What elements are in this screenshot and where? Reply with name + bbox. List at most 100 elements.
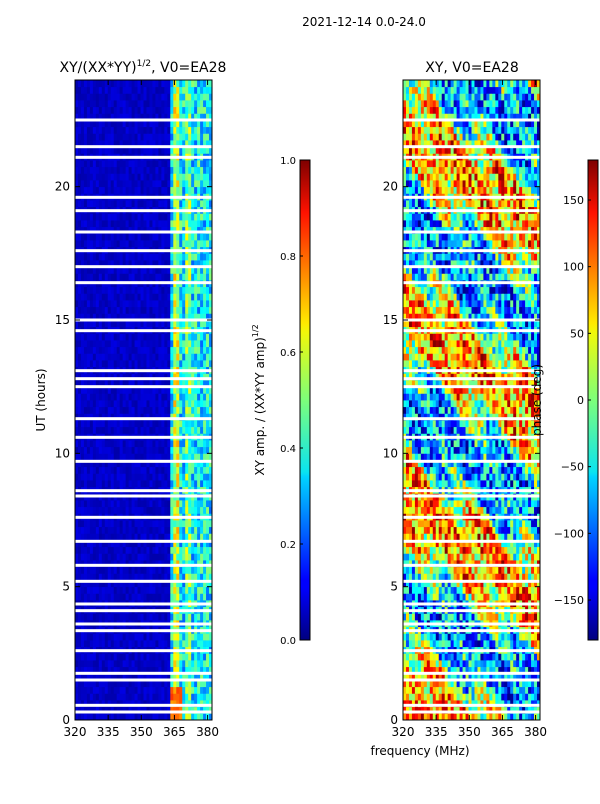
heatmap-cell [197, 407, 200, 414]
heatmap-cell [84, 687, 87, 694]
heatmap-cell [102, 453, 105, 460]
heatmap-cell [126, 340, 129, 347]
heatmap-cell [117, 587, 120, 594]
heatmap-cell [170, 393, 173, 400]
heatmap-cell [149, 233, 152, 240]
heatmap-cell [117, 353, 120, 360]
heatmap-cell [155, 447, 158, 454]
heatmap-cell [114, 440, 117, 447]
heatmap-cell [111, 287, 114, 294]
heatmap-cell [451, 653, 454, 660]
heatmap-cell [99, 593, 102, 600]
heatmap-cell [93, 713, 96, 720]
heatmap-cell [149, 293, 152, 300]
heatmap-cell [185, 347, 188, 354]
heatmap-cell [114, 307, 117, 314]
heatmap-cell [418, 693, 421, 700]
heatmap-cell [120, 507, 123, 514]
heatmap-cell [75, 353, 78, 360]
heatmap-cell [176, 93, 179, 100]
heatmap-cell [158, 407, 161, 414]
heatmap-cell [90, 93, 93, 100]
heatmap-cell [105, 547, 108, 554]
heatmap-cell [197, 467, 200, 474]
heatmap-cell [149, 393, 152, 400]
heatmap-cell [120, 473, 123, 480]
heatmap-cell [158, 240, 161, 247]
heatmap-cell [191, 573, 194, 580]
heatmap-cell [149, 533, 152, 540]
heatmap-cell [191, 287, 194, 294]
heatmap-cell [132, 547, 135, 554]
heatmap-cell [120, 480, 123, 487]
heatmap-cell [132, 407, 135, 414]
heatmap-cell [203, 660, 206, 667]
heatmap-cell [129, 107, 132, 114]
heatmap-cell [105, 653, 108, 660]
heatmap-cell [173, 253, 176, 260]
heatmap-cell [120, 533, 123, 540]
heatmap-cell [78, 467, 81, 474]
heatmap-cell [155, 213, 158, 220]
heatmap-cell [129, 407, 132, 414]
heatmap-cell [152, 107, 155, 114]
heatmap-cell [203, 573, 206, 580]
heatmap-cell [144, 340, 147, 347]
heatmap-cell [120, 87, 123, 94]
heatmap-cell [161, 360, 164, 367]
heatmap-cell [191, 273, 194, 280]
heatmap-cell [427, 693, 430, 700]
heatmap-cell [135, 480, 138, 487]
heatmap-cell [200, 353, 203, 360]
heatmap-cell [81, 427, 84, 434]
heatmap-cell [120, 273, 123, 280]
heatmap-cell [138, 160, 141, 167]
heatmap-cell [135, 440, 138, 447]
heatmap-cell [141, 500, 144, 507]
heatmap-cell [123, 420, 126, 427]
heatmap-cell [170, 480, 173, 487]
heatmap-cell [167, 393, 170, 400]
heatmap-cell [138, 93, 141, 100]
heatmap-cell [108, 573, 111, 580]
heatmap-cell [167, 220, 170, 227]
heatmap-cell [111, 213, 114, 220]
heatmap-cell [534, 653, 537, 660]
heatmap-cell [146, 640, 149, 647]
heatmap-cell [117, 307, 120, 314]
heatmap-cell [114, 693, 117, 700]
heatmap-cell [510, 653, 513, 660]
heatmap-cell [108, 287, 111, 294]
heatmap-cell [170, 233, 173, 240]
heatmap-cell [87, 80, 90, 87]
heatmap-cell [158, 353, 161, 360]
heatmap-cell [75, 573, 78, 580]
heatmap-cell [161, 713, 164, 720]
heatmap-cell [126, 520, 129, 527]
heatmap-cell [105, 253, 108, 260]
heatmap-cell [87, 400, 90, 407]
heatmap-cell [81, 80, 84, 87]
heatmap-cell [141, 613, 144, 620]
heatmap-cell [173, 180, 176, 187]
heatmap-cell [96, 187, 99, 194]
heatmap-cell [197, 453, 200, 460]
heatmap-cell [144, 353, 147, 360]
heatmap-cell [170, 333, 173, 340]
heatmap-cell [206, 107, 209, 114]
heatmap-cell [176, 547, 179, 554]
heatmap-cell [152, 333, 155, 340]
heatmap-cell [123, 87, 126, 94]
heatmap-cell [141, 187, 144, 194]
heatmap-cell [78, 200, 81, 207]
heatmap-cell [149, 353, 152, 360]
heatmap-cell [200, 713, 203, 720]
heatmap-cell [164, 333, 167, 340]
heatmap-cell [167, 613, 170, 620]
heatmap-cell [188, 587, 191, 594]
heatmap-cell [123, 713, 126, 720]
heatmap-cell [99, 200, 102, 207]
heatmap-cell [108, 160, 111, 167]
heatmap-cell [197, 173, 200, 180]
heatmap-cell [197, 220, 200, 227]
